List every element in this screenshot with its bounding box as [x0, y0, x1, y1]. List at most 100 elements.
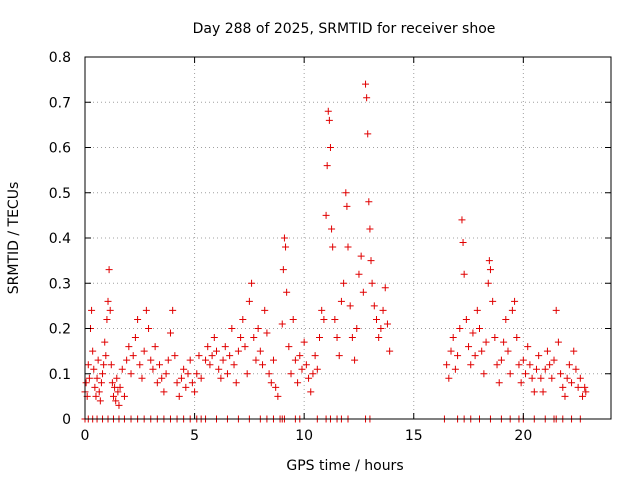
- data-point: [476, 325, 483, 332]
- x-tick-label: 15: [405, 428, 423, 444]
- data-point: [552, 306, 560, 314]
- data-point: [480, 370, 488, 378]
- y-tick-label: 0.7: [49, 95, 71, 111]
- data-point: [158, 374, 166, 382]
- data-point: [311, 352, 319, 360]
- data-point: [113, 374, 121, 382]
- data-point: [559, 383, 567, 391]
- data-point: [478, 347, 486, 355]
- data-point: [118, 365, 126, 373]
- data-point: [541, 365, 549, 373]
- data-point: [333, 334, 341, 342]
- data-point: [191, 388, 199, 396]
- data-point: [364, 130, 372, 138]
- data-point: [495, 379, 503, 387]
- data-point: [99, 370, 107, 378]
- data-point: [171, 352, 179, 360]
- data-point: [204, 343, 212, 351]
- data-point: [508, 306, 516, 314]
- data-point: [217, 374, 225, 382]
- data-point: [136, 361, 144, 369]
- data-point: [462, 315, 470, 323]
- data-point: [362, 80, 370, 88]
- data-point: [129, 352, 137, 360]
- data-point: [156, 361, 164, 369]
- data-point: [489, 297, 497, 305]
- data-point: [456, 325, 464, 332]
- data-point: [102, 352, 110, 360]
- data-point: [500, 338, 508, 346]
- data-point: [561, 392, 569, 400]
- data-point: [572, 365, 580, 373]
- data-point: [112, 397, 120, 405]
- data-point: [355, 270, 363, 278]
- data-point: [219, 356, 227, 364]
- data-point: [296, 352, 304, 360]
- data-point: [92, 392, 100, 400]
- data-point: [493, 361, 501, 369]
- data-point: [486, 266, 494, 274]
- data-point: [125, 343, 133, 351]
- y-tick-label: 0.3: [49, 276, 71, 292]
- data-point: [460, 270, 468, 278]
- data-point: [226, 352, 234, 360]
- data-point: [482, 338, 490, 346]
- data-point: [108, 379, 116, 387]
- data-point: [449, 334, 457, 342]
- data-point: [107, 361, 115, 369]
- data-point: [581, 383, 589, 391]
- data-point: [307, 388, 315, 396]
- data-point: [104, 297, 112, 305]
- data-point: [142, 306, 150, 314]
- data-point: [269, 356, 277, 364]
- data-point: [557, 370, 565, 378]
- data-point: [346, 302, 354, 310]
- data-point: [169, 306, 177, 314]
- data-point: [467, 361, 475, 369]
- data-point: [84, 361, 92, 369]
- data-point: [85, 374, 93, 382]
- data-point: [574, 383, 582, 391]
- data-point: [186, 356, 194, 364]
- data-point: [254, 325, 262, 332]
- data-point: [232, 379, 240, 387]
- data-point: [370, 302, 378, 310]
- data-point: [340, 279, 348, 287]
- data-point: [285, 343, 293, 351]
- data-point: [149, 365, 157, 373]
- data-point: [320, 315, 328, 323]
- data-point: [524, 343, 532, 351]
- data-point: [550, 356, 558, 364]
- data-point: [195, 352, 203, 360]
- x-tick-label: 20: [514, 428, 532, 444]
- x-axis-label: GPS time / hours: [286, 458, 403, 474]
- data-point: [386, 347, 394, 355]
- data-point: [267, 379, 275, 387]
- data-point: [134, 315, 142, 323]
- data-point: [366, 225, 374, 233]
- data-point: [91, 383, 99, 391]
- y-tick-label: 0.6: [49, 141, 71, 157]
- data-point: [263, 329, 271, 337]
- data-point: [484, 279, 492, 287]
- data-point: [272, 383, 280, 391]
- data-point: [532, 365, 540, 373]
- data-point: [248, 279, 256, 287]
- data-point: [513, 334, 521, 342]
- data-point: [88, 306, 96, 314]
- data-point: [331, 315, 339, 323]
- data-point: [197, 374, 205, 382]
- data-point: [359, 288, 367, 296]
- axis-ticks: [84, 56, 611, 420]
- data-point: [237, 334, 245, 342]
- data-point: [151, 343, 159, 351]
- data-point: [465, 343, 473, 351]
- data-point: [357, 252, 365, 260]
- data-point: [188, 379, 196, 387]
- data-point: [221, 343, 229, 351]
- data-point: [526, 361, 534, 369]
- data-point: [506, 370, 514, 378]
- data-point: [565, 361, 573, 369]
- data-point: [528, 374, 536, 382]
- data-point: [96, 397, 104, 405]
